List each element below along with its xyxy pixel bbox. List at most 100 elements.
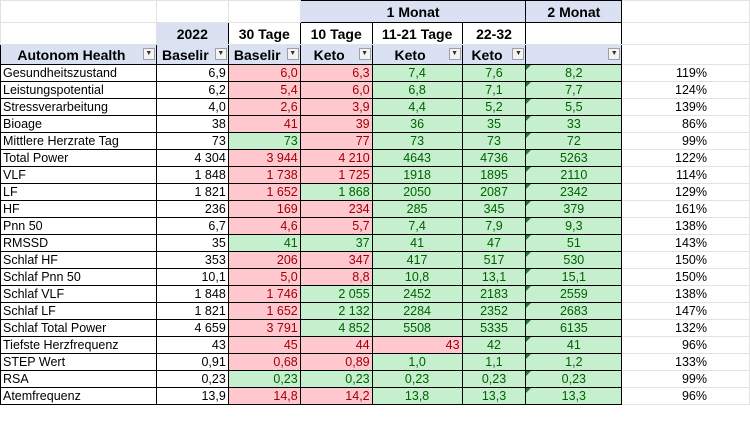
data-cell[interactable]: 6,0 [227, 64, 301, 82]
data-cell[interactable]: 1 821 [155, 302, 229, 320]
data-cell[interactable]: 169 [227, 200, 301, 218]
row-label[interactable]: Mittlere Herzrate Tag [0, 132, 157, 150]
percent-cell[interactable]: 86% [621, 115, 750, 133]
group-header-1monat[interactable]: 1 Monat [299, 0, 527, 23]
row-label[interactable]: Schlaf VLF [0, 285, 157, 303]
header-2022[interactable]: 2022 [155, 22, 229, 45]
data-cell[interactable]: 285 [371, 200, 463, 218]
data-cell[interactable]: 7,4 [371, 217, 463, 235]
percent-cell[interactable]: 139% [621, 98, 750, 116]
percent-cell[interactable]: 96% [621, 387, 750, 405]
percent-cell[interactable]: 150% [621, 268, 750, 286]
data-cell[interactable]: 5,5 [525, 98, 623, 116]
data-cell[interactable]: 14,8 [227, 387, 301, 405]
data-cell[interactable]: 2559 [525, 285, 623, 303]
row-label[interactable]: Gesundheitszustand [0, 64, 157, 82]
data-cell[interactable]: 234 [299, 200, 373, 218]
row-label[interactable]: STEP Wert [0, 353, 157, 371]
data-cell[interactable]: 2,6 [227, 98, 301, 116]
percent-cell[interactable]: 150% [621, 251, 750, 269]
data-cell[interactable]: 1 868 [299, 183, 373, 201]
percent-cell[interactable]: 132% [621, 319, 750, 337]
data-cell[interactable]: 5,2 [461, 98, 527, 116]
data-cell[interactable]: 1 725 [299, 166, 373, 184]
data-cell[interactable]: 1 652 [227, 183, 301, 201]
data-cell[interactable]: 10,1 [155, 268, 229, 286]
data-cell[interactable]: 2087 [461, 183, 527, 201]
data-cell[interactable]: 0,23 [461, 370, 527, 388]
data-cell[interactable]: 530 [525, 251, 623, 269]
data-cell[interactable]: 10,8 [371, 268, 463, 286]
row-label[interactable]: Tiefste Herzfrequenz [0, 336, 157, 354]
data-cell[interactable]: 1,0 [371, 353, 463, 371]
data-cell[interactable]: 13,8 [371, 387, 463, 405]
data-cell[interactable]: 7,6 [461, 64, 527, 82]
data-cell[interactable]: 44 [299, 336, 373, 354]
data-cell[interactable]: 345 [461, 200, 527, 218]
data-cell[interactable]: 5335 [461, 319, 527, 337]
header-30tage[interactable]: 30 Tage [227, 22, 301, 45]
data-cell[interactable]: 7,1 [461, 81, 527, 99]
filter-dropdown-icon[interactable]: ▼ [214, 48, 227, 60]
filter-dropdown-icon[interactable]: ▼ [512, 48, 525, 60]
data-cell[interactable]: 2342 [525, 183, 623, 201]
data-cell[interactable]: 2183 [461, 285, 527, 303]
header-11-21tage[interactable]: 11-21 Tage [371, 22, 463, 45]
data-cell[interactable]: 41 [227, 115, 301, 133]
data-cell[interactable]: 4643 [371, 149, 463, 167]
data-cell[interactable]: 73 [371, 132, 463, 150]
data-cell[interactable]: 4,4 [371, 98, 463, 116]
percent-cell[interactable]: 119% [621, 64, 750, 82]
data-cell[interactable]: 4 304 [155, 149, 229, 167]
data-cell[interactable]: 39 [299, 115, 373, 133]
header-keto-10tage[interactable]: Keto ▼ [299, 44, 373, 65]
data-cell[interactable]: 1,1 [461, 353, 527, 371]
data-cell[interactable]: 3 791 [227, 319, 301, 337]
data-cell[interactable]: 42 [461, 336, 527, 354]
data-cell[interactable]: 2050 [371, 183, 463, 201]
data-cell[interactable]: 4 852 [299, 319, 373, 337]
data-cell[interactable]: 2 055 [299, 285, 373, 303]
data-cell[interactable]: 73 [155, 132, 229, 150]
filter-dropdown-icon[interactable]: ▼ [358, 48, 371, 60]
filter-dropdown-icon[interactable]: ▼ [142, 48, 155, 60]
data-cell[interactable]: 0,23 [371, 370, 463, 388]
data-cell[interactable]: 2452 [371, 285, 463, 303]
data-cell[interactable]: 3,9 [299, 98, 373, 116]
data-cell[interactable]: 1 848 [155, 166, 229, 184]
data-cell[interactable]: 206 [227, 251, 301, 269]
data-cell[interactable]: 1895 [461, 166, 527, 184]
data-cell[interactable]: 72 [525, 132, 623, 150]
row-label[interactable]: Bioage [0, 115, 157, 133]
data-cell[interactable]: 35 [461, 115, 527, 133]
row-label[interactable]: Pnn 50 [0, 217, 157, 235]
data-cell[interactable]: 77 [299, 132, 373, 150]
filter-dropdown-icon[interactable]: ▼ [448, 48, 461, 60]
row-label[interactable]: RMSSD [0, 234, 157, 252]
data-cell[interactable]: 13,3 [461, 387, 527, 405]
data-cell[interactable]: 13,9 [155, 387, 229, 405]
row-label[interactable]: Total Power [0, 149, 157, 167]
data-cell[interactable]: 8,8 [299, 268, 373, 286]
data-cell[interactable]: 7,9 [461, 217, 527, 235]
percent-cell[interactable]: 133% [621, 353, 750, 371]
data-cell[interactable]: 7,7 [525, 81, 623, 99]
header-keto-22-32[interactable]: Keto ▼ [461, 44, 527, 65]
header-baseline-30tage[interactable]: Baselir ▼ [227, 44, 301, 65]
data-cell[interactable]: 41 [371, 234, 463, 252]
data-cell[interactable]: 15,1 [525, 268, 623, 286]
data-cell[interactable]: 0,68 [227, 353, 301, 371]
data-cell[interactable]: 6,2 [155, 81, 229, 99]
data-cell[interactable]: 36 [371, 115, 463, 133]
data-cell[interactable]: 3 944 [227, 149, 301, 167]
data-cell[interactable]: 347 [299, 251, 373, 269]
data-cell[interactable]: 5,7 [299, 217, 373, 235]
data-cell[interactable]: 1 738 [227, 166, 301, 184]
data-cell[interactable]: 4 659 [155, 319, 229, 337]
data-cell[interactable]: 37 [299, 234, 373, 252]
percent-cell[interactable]: 99% [621, 132, 750, 150]
row-label[interactable]: Stressverarbeitung [0, 98, 157, 116]
data-cell[interactable]: 33 [525, 115, 623, 133]
percent-cell[interactable]: 143% [621, 234, 750, 252]
header-autonom-health[interactable]: Autonom Health ▼ [0, 44, 157, 65]
